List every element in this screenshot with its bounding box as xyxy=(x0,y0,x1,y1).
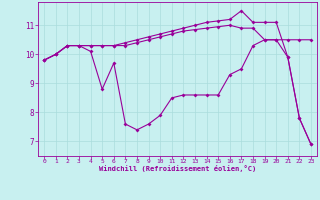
X-axis label: Windchill (Refroidissement éolien,°C): Windchill (Refroidissement éolien,°C) xyxy=(99,165,256,172)
